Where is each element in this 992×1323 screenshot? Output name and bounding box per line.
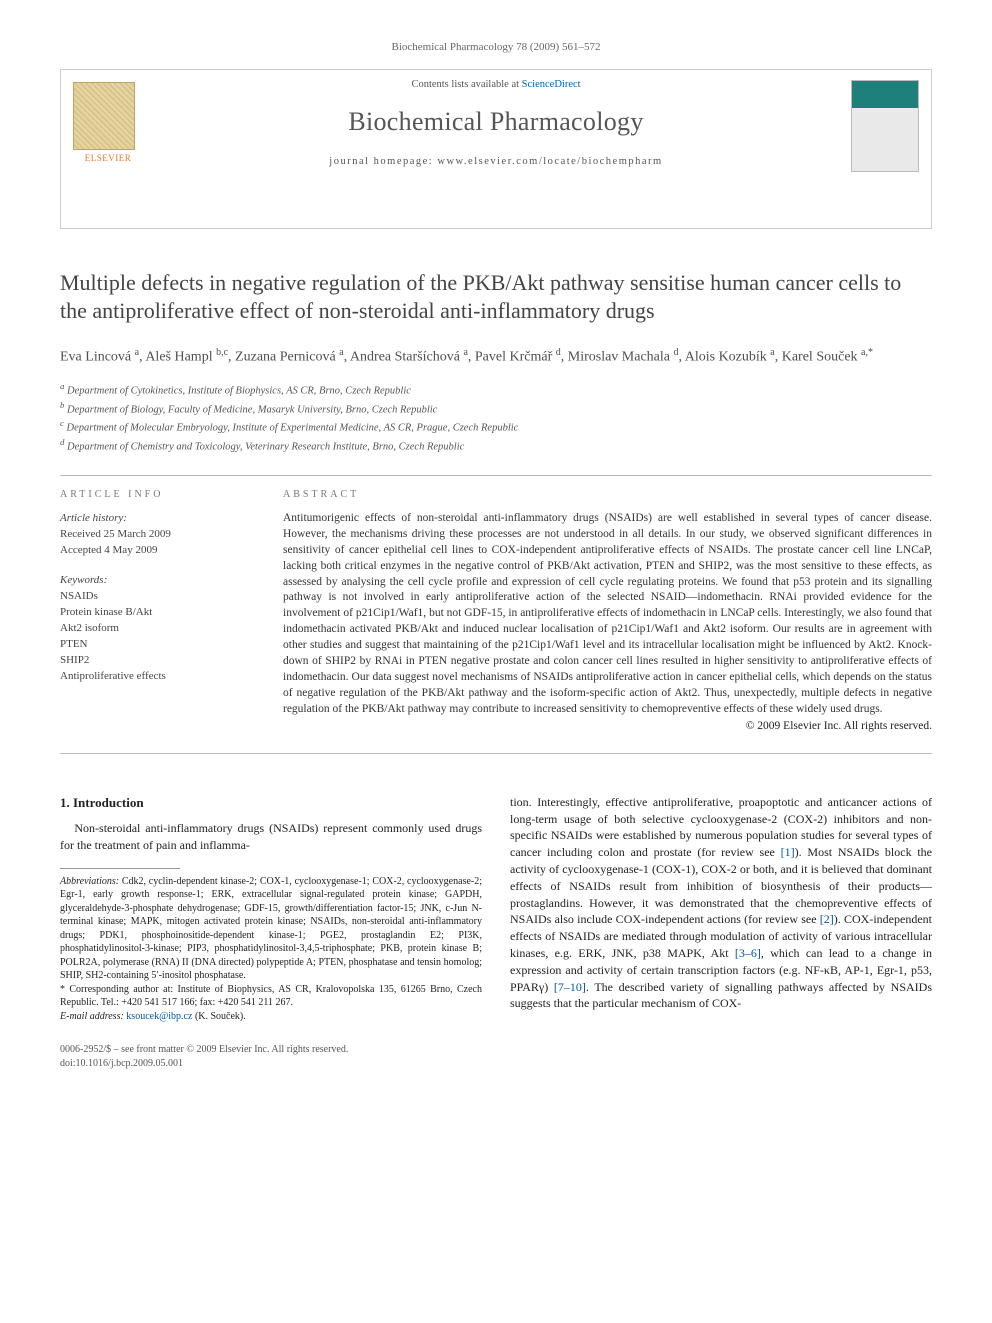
citation-link[interactable]: [2] [820, 912, 834, 926]
journal-homepage-line: journal homepage: www.elsevier.com/locat… [61, 155, 931, 179]
abstract-label: ABSTRACT [283, 488, 932, 502]
publisher-logo: ELSEVIER [73, 82, 143, 172]
keyword-item: Antiproliferative effects [60, 669, 255, 685]
body-two-column: 1. Introduction Non-steroidal anti-infla… [60, 794, 932, 1023]
citation-link[interactable]: [7–10] [554, 980, 586, 994]
keyword-item: SHIP2 [60, 653, 255, 669]
running-head: Biochemical Pharmacology 78 (2009) 561–5… [60, 40, 932, 55]
article-info-block: Article history: Received 25 March 2009 … [60, 511, 255, 684]
email-label: E-mail address: [60, 1011, 124, 1022]
publisher-name: ELSEVIER [73, 152, 143, 164]
affiliations: a Department of Cytokinetics, Institute … [60, 380, 932, 455]
accepted-date: Accepted 4 May 2009 [60, 543, 255, 559]
footer-meta: 0006-2952/$ – see front matter © 2009 El… [60, 1043, 932, 1070]
footnote-rule [60, 868, 180, 869]
abstract-text: Antitumorigenic effects of non-steroidal… [283, 511, 932, 717]
history-heading: Article history: [60, 512, 127, 524]
elsevier-tree-icon [73, 82, 135, 150]
received-date: Received 25 March 2009 [60, 527, 255, 543]
corresponding-email-link[interactable]: ksoucek@ibp.cz [126, 1011, 192, 1022]
keyword-item: Protein kinase B/Akt [60, 605, 255, 621]
corresponding-author-footnote: * Corresponding author at: Institute of … [60, 983, 482, 1010]
section-heading-introduction: 1. Introduction [60, 794, 482, 812]
citation-link[interactable]: [3–6] [735, 946, 761, 960]
keywords-heading: Keywords: [60, 574, 107, 586]
keyword-item: PTEN [60, 637, 255, 653]
email-who: (K. Souček). [195, 1011, 246, 1022]
article-info-column: ARTICLE INFO Article history: Received 2… [60, 488, 255, 735]
keywords-list: NSAIDsProtein kinase B/AktAkt2 isoformPT… [60, 589, 255, 685]
abstract-copyright: © 2009 Elsevier Inc. All rights reserved… [283, 719, 932, 735]
journal-header: ELSEVIER Contents lists available at Sci… [60, 69, 932, 229]
sciencedirect-link[interactable]: ScienceDirect [522, 79, 581, 90]
divider [60, 475, 932, 476]
doi-line: doi:10.1016/j.bcp.2009.05.001 [60, 1057, 932, 1071]
article-info-label: ARTICLE INFO [60, 488, 255, 502]
contents-available-line: Contents lists available at ScienceDirec… [61, 70, 931, 96]
article-title: Multiple defects in negative regulation … [60, 269, 932, 325]
abstract-column: ABSTRACT Antitumorigenic effects of non-… [283, 488, 932, 735]
divider [60, 753, 932, 754]
homepage-url: www.elsevier.com/locate/biochempharm [437, 156, 662, 167]
abbrev-head: Abbreviations: [60, 876, 119, 887]
citation-link[interactable]: [1] [781, 845, 795, 859]
front-matter-line: 0006-2952/$ – see front matter © 2009 El… [60, 1043, 932, 1057]
affiliation-d: d Department of Chemistry and Toxicology… [60, 436, 932, 455]
info-abstract-row: ARTICLE INFO Article history: Received 2… [60, 488, 932, 735]
intro-para-right: tion. Interestingly, effective antiproli… [510, 794, 932, 1012]
keyword-item: NSAIDs [60, 589, 255, 605]
author-list: Eva Lincová a, Aleš Hampl b,c, Zuzana Pe… [60, 345, 932, 368]
keyword-item: Akt2 isoform [60, 621, 255, 637]
contents-prefix: Contents lists available at [411, 79, 521, 90]
journal-cover-thumbnail [851, 80, 919, 172]
affiliation-b: b Department of Biology, Faculty of Medi… [60, 399, 932, 418]
abbreviations-footnote: Abbreviations: Cdk2, cyclin-dependent ki… [60, 875, 482, 983]
homepage-prefix: journal homepage: [329, 156, 437, 167]
footnotes-block: Abbreviations: Cdk2, cyclin-dependent ki… [60, 875, 482, 1024]
email-footnote: E-mail address: ksoucek@ibp.cz (K. Souče… [60, 1010, 482, 1024]
intro-para-left: Non-steroidal anti-inflammatory drugs (N… [60, 820, 482, 854]
affiliation-a: a Department of Cytokinetics, Institute … [60, 380, 932, 399]
affiliation-c: c Department of Molecular Embryology, In… [60, 417, 932, 436]
abbrev-text: Cdk2, cyclin-dependent kinase-2; COX-1, … [60, 876, 482, 982]
journal-title: Biochemical Pharmacology [61, 104, 931, 139]
